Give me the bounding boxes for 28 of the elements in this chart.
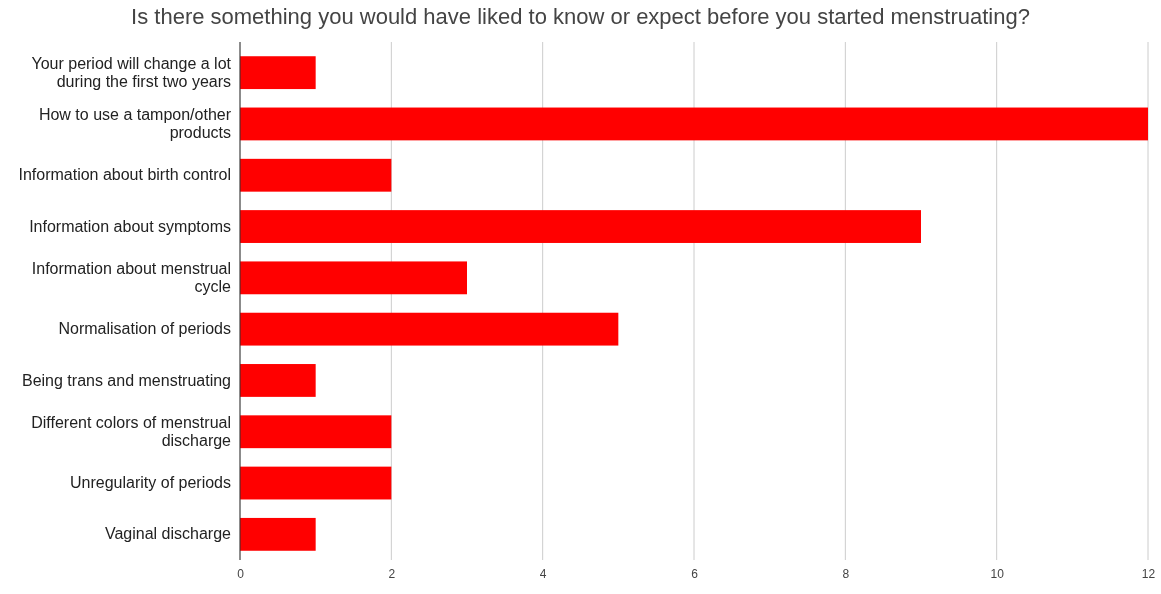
y-tick-label: Vaginal discharge (104, 525, 232, 543)
x-tick-label: 6 (691, 566, 699, 581)
x-tick-label: 4 (539, 566, 547, 581)
bar (240, 517, 316, 551)
bar (240, 56, 316, 90)
y-tick-label: Your period will change a lot during the first two years (31, 54, 232, 90)
bar (240, 312, 619, 346)
bar (240, 466, 392, 500)
bar (240, 415, 392, 449)
y-tick-label: Information about menstrual cycle (31, 260, 232, 295)
bar (240, 107, 1148, 141)
y-tick-label: Being trans and menstruating (21, 371, 231, 389)
bar (240, 261, 467, 295)
y-tick-label: Normalisation of periods (58, 320, 231, 338)
chart-title: Is there something you would have liked to know or expect before you started menstruating? (131, 4, 1030, 29)
bar (240, 210, 921, 243)
y-tick-label: How to use a tampon/other products (38, 106, 232, 141)
x-tick-label: 8 (842, 566, 850, 581)
x-tick-label: 2 (388, 566, 396, 581)
x-tick-label: 10 (990, 566, 1005, 581)
y-tick-label: Information about symptoms (29, 217, 231, 235)
y-tick-label: Information about birth control (18, 166, 231, 184)
bar (240, 364, 316, 397)
x-tick-label: 0 (237, 566, 245, 581)
y-tick-label: Different colors of menstrual discharge (31, 414, 232, 449)
x-tick-label: 12 (1141, 566, 1156, 581)
y-tick-label: Unregularity of periods (70, 474, 231, 492)
bar (240, 158, 392, 192)
